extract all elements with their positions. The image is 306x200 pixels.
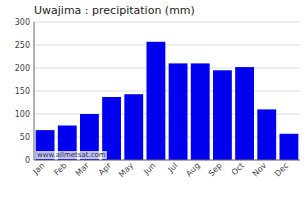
chart-container: 0 50 100 150 200 250 300 Jan Feb Mar AprMay Jun Jul A… — [0, 0, 306, 200]
bar — [124, 94, 143, 160]
x-tick-label: Apr — [97, 161, 114, 178]
grid-line — [34, 68, 300, 69]
grid-line — [34, 160, 300, 161]
y-grid — [34, 22, 300, 160]
chart-svg: 0 50 100 150 200 250 300 Jan Feb Mar AprMay Jun Jul A… — [0, 0, 306, 200]
annotation-background — [36, 151, 107, 159]
y-ticks: 0 50 100 150 200 250 300 — [15, 18, 30, 165]
x-tick-label: Feb — [52, 161, 68, 177]
y-tick-label: 250 — [15, 41, 30, 50]
y-tick-label: 50 — [20, 133, 30, 142]
x-tick-label: Mar — [74, 161, 92, 179]
grid-line — [34, 45, 300, 46]
annotation-group: www.allmetsat.com — [36, 151, 107, 159]
x-tick-label: Jun — [141, 161, 157, 177]
bar — [257, 109, 276, 160]
bar — [146, 42, 165, 160]
x-tick-label: Jan — [31, 161, 47, 177]
x-ticks: Jan Feb Mar AprMay Jun Jul Aug Sep Oct NovDec — [31, 161, 291, 180]
bar — [191, 63, 210, 160]
bar — [213, 70, 232, 160]
bar — [279, 134, 298, 160]
x-tick-label: May — [117, 161, 135, 179]
y-tick-label: 0 — [25, 156, 30, 165]
x-tick-label: Dec — [273, 161, 290, 178]
y-axis-line — [34, 22, 35, 160]
y-tick-label: 300 — [15, 18, 30, 27]
bar — [235, 67, 254, 160]
bars — [36, 42, 299, 160]
bar — [169, 63, 188, 160]
annotation: www.allmetsat.com — [37, 151, 106, 159]
x-tick-label: Oct — [230, 161, 246, 177]
page: {"chart_data": {"type": "bar", "title": … — [0, 0, 306, 200]
y-tick-label: 100 — [15, 110, 30, 119]
title: Uwajima : precipitation (mm) — [34, 4, 195, 17]
y-tick-label: 150 — [15, 87, 30, 96]
y-tick-label: 200 — [15, 64, 30, 73]
x-tick-label: Jul — [166, 161, 180, 175]
grid-line — [34, 91, 300, 92]
x-axis-line — [34, 160, 300, 161]
x-tick-label: Sep — [207, 161, 224, 178]
x-tick-label: Nov — [251, 161, 269, 179]
grid-line — [34, 22, 300, 23]
x-tick-label: Aug — [184, 161, 201, 178]
